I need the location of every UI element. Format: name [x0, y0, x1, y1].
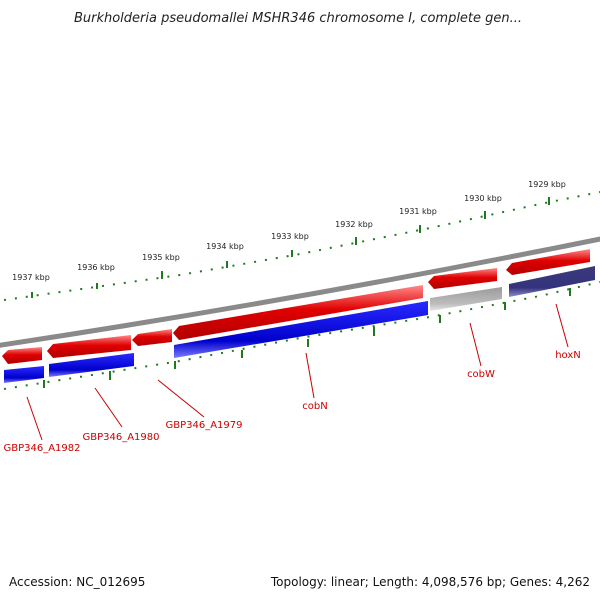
cds-bar[interactable] [430, 287, 502, 311]
gene-arrow-gbp346-a1980[interactable] [47, 335, 131, 358]
leader-line [157, 379, 205, 418]
gene-label-cobw[interactable]: cobW [467, 369, 495, 380]
gene-label-gbp346-a1982[interactable]: GBP346_A1982 [3, 443, 80, 454]
gene-arrow-cobn[interactable] [173, 285, 423, 340]
ruler-label: 1934 kbp [206, 242, 244, 251]
leader-line [555, 303, 569, 348]
chromosome-backbone [0, 236, 600, 348]
ruler-label: 1933 kbp [271, 232, 309, 241]
ruler-label: 1937 kbp [12, 273, 50, 282]
ruler-label: 1932 kbp [335, 220, 373, 229]
map-title: Burkholderia pseudomallei MSHR346 chromo… [74, 11, 522, 26]
gene-labels: GBP346_A1982 GBP346_A1980 GBP346_A1979 c… [3, 350, 580, 454]
gene-arrow-gbp346-a1979[interactable] [132, 329, 172, 346]
gene-label-hoxn[interactable]: hoxN [555, 350, 581, 361]
cds-bar[interactable] [4, 366, 44, 383]
upper-ruler [3, 191, 600, 301]
cds-bar[interactable] [174, 301, 428, 358]
cds-bar[interactable] [49, 353, 134, 377]
ruler-label: 1936 kbp [77, 263, 115, 272]
gene-label-cobn[interactable]: cobN [302, 401, 327, 412]
ruler-labels: 1937 kbp 1936 kbp 1935 kbp 1934 kbp 1933… [12, 180, 566, 282]
ruler-label: 1935 kbp [142, 253, 180, 262]
ruler-label: 1929 kbp [528, 180, 566, 189]
gene-track [2, 249, 590, 364]
label-leaders [26, 303, 569, 441]
gene-arrow-cobw[interactable] [428, 268, 497, 289]
gene-label-gbp346-a1980[interactable]: GBP346_A1980 [82, 432, 159, 443]
accession-text: Accession: NC_012695 [9, 575, 145, 589]
leader-line [305, 352, 315, 399]
cds-bar[interactable] [509, 266, 595, 297]
leader-line [26, 396, 43, 441]
gene-arrow-gbp346-a1982[interactable] [2, 347, 42, 364]
gene-label-gbp346-a1979[interactable]: GBP346_A1979 [165, 420, 242, 431]
lower-ruler [3, 281, 600, 390]
topology-summary: Topology: linear; Length: 4,098,576 bp; … [270, 575, 590, 589]
ruler-label: 1931 kbp [399, 207, 437, 216]
leader-line [94, 387, 123, 428]
leader-line [469, 322, 482, 367]
gene-arrow-hoxn[interactable] [506, 249, 590, 275]
cds-track [4, 266, 595, 383]
ruler-label: 1930 kbp [464, 194, 502, 203]
